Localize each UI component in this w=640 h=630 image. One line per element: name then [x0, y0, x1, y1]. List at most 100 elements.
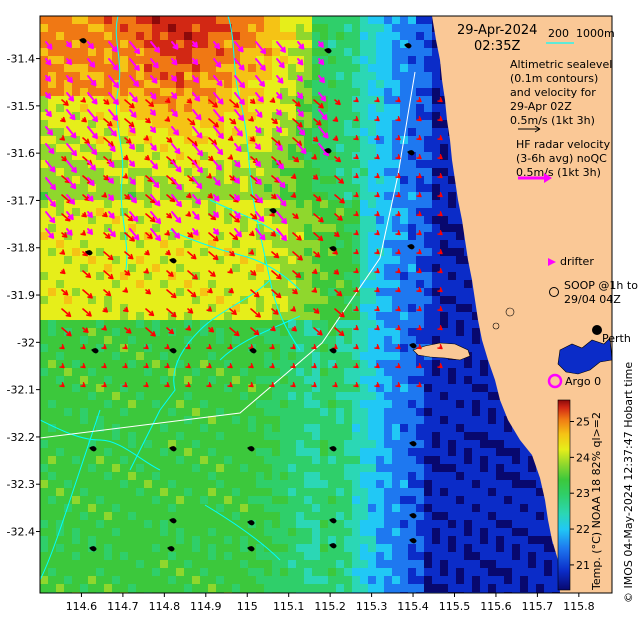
sst-pixel	[344, 264, 352, 272]
sst-pixel	[80, 464, 88, 472]
sst-pixel	[80, 120, 88, 128]
sst-pixel	[336, 48, 344, 56]
sst-pixel	[40, 184, 48, 192]
sst-pixel	[232, 272, 240, 280]
sst-pixel	[424, 296, 432, 304]
sst-pixel	[200, 392, 208, 400]
sst-pixel	[320, 288, 328, 296]
sst-pixel	[408, 192, 416, 200]
sst-pixel	[112, 88, 120, 96]
sst-pixel	[424, 200, 432, 208]
sst-pixel	[320, 424, 328, 432]
sst-pixel	[224, 320, 232, 328]
sst-pixel	[392, 88, 400, 96]
sst-pixel	[200, 488, 208, 496]
sst-pixel	[408, 384, 416, 392]
sst-pixel	[48, 416, 56, 424]
sst-pixel	[392, 408, 400, 416]
sst-pixel	[448, 456, 456, 464]
sst-pixel	[96, 88, 104, 96]
sst-pixel	[56, 360, 64, 368]
sst-pixel	[400, 344, 408, 352]
sst-pixel	[248, 88, 256, 96]
sst-pixel	[136, 264, 144, 272]
sst-pixel	[48, 528, 56, 536]
sst-pixel	[88, 440, 96, 448]
sst-pixel	[200, 216, 208, 224]
sst-pixel	[112, 488, 120, 496]
sst-pixel	[64, 288, 72, 296]
sst-pixel	[472, 368, 480, 376]
sst-pixel	[152, 208, 160, 216]
sst-pixel	[192, 360, 200, 368]
sst-pixel	[128, 80, 136, 88]
sst-pixel	[176, 464, 184, 472]
sst-pixel	[376, 152, 384, 160]
sst-pixel	[488, 440, 496, 448]
sst-pixel	[400, 360, 408, 368]
sst-pixel	[312, 200, 320, 208]
sst-pixel	[456, 464, 464, 472]
sst-pixel	[344, 96, 352, 104]
sst-pixel	[424, 464, 432, 472]
sst-pixel	[96, 256, 104, 264]
sst-pixel	[288, 472, 296, 480]
sst-pixel	[496, 424, 504, 432]
sst-pixel	[224, 72, 232, 80]
sst-pixel	[40, 456, 48, 464]
sst-pixel	[400, 144, 408, 152]
sst-pixel	[112, 120, 120, 128]
sst-pixel	[248, 536, 256, 544]
sst-pixel	[128, 136, 136, 144]
sst-pixel	[216, 464, 224, 472]
sst-pixel	[40, 512, 48, 520]
sst-pixel	[152, 328, 160, 336]
sst-pixel	[264, 336, 272, 344]
sst-pixel	[184, 272, 192, 280]
sst-pixel	[256, 384, 264, 392]
sst-pixel	[168, 248, 176, 256]
sst-pixel	[112, 184, 120, 192]
sst-pixel	[328, 144, 336, 152]
sst-pixel	[336, 272, 344, 280]
sst-pixel	[320, 312, 328, 320]
sst-pixel	[208, 304, 216, 312]
sst-pixel	[176, 368, 184, 376]
sst-pixel	[224, 240, 232, 248]
sst-pixel	[224, 328, 232, 336]
sst-pixel	[456, 256, 464, 264]
sst-pixel	[224, 96, 232, 104]
sst-pixel	[424, 544, 432, 552]
sst-pixel	[384, 456, 392, 464]
sst-pixel	[120, 368, 128, 376]
sst-pixel	[312, 56, 320, 64]
sst-pixel	[480, 464, 488, 472]
sst-pixel	[328, 96, 336, 104]
sst-pixel	[208, 16, 216, 24]
sst-pixel	[184, 408, 192, 416]
sst-pixel	[240, 344, 248, 352]
sst-pixel	[160, 536, 168, 544]
sst-pixel	[360, 184, 368, 192]
sst-pixel	[360, 544, 368, 552]
sst-pixel	[328, 176, 336, 184]
sst-pixel	[304, 56, 312, 64]
sst-pixel	[208, 184, 216, 192]
sst-pixel	[136, 168, 144, 176]
sst-pixel	[256, 328, 264, 336]
sst-pixel	[112, 472, 120, 480]
sst-pixel	[304, 424, 312, 432]
sst-pixel	[280, 16, 288, 24]
sst-pixel	[352, 400, 360, 408]
sst-pixel	[408, 424, 416, 432]
sst-pixel	[120, 432, 128, 440]
sst-pixel	[128, 456, 136, 464]
sst-pixel	[272, 344, 280, 352]
sst-pixel	[136, 40, 144, 48]
sst-pixel	[208, 72, 216, 80]
sst-pixel	[344, 144, 352, 152]
sst-pixel	[376, 464, 384, 472]
sst-pixel	[232, 520, 240, 528]
sst-pixel	[352, 384, 360, 392]
sst-pixel	[384, 344, 392, 352]
